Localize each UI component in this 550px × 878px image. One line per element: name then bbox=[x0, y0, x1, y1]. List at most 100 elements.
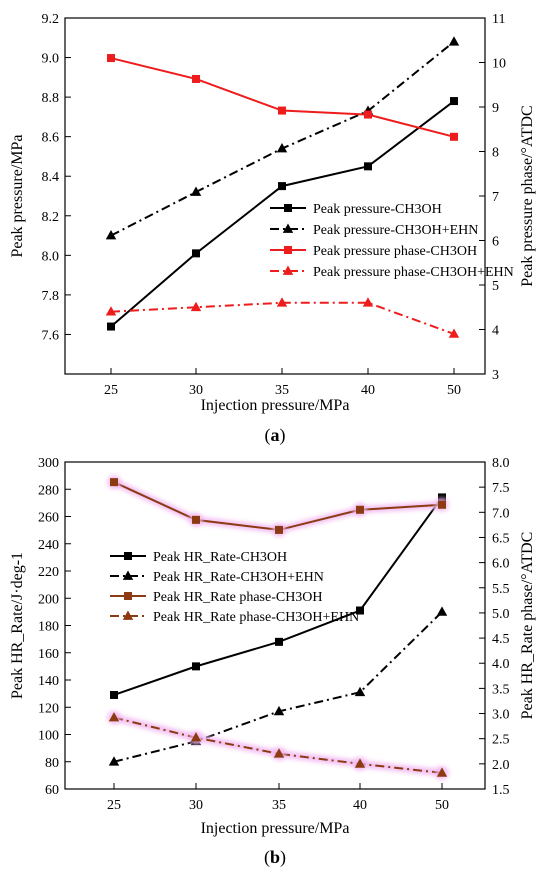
y-right-tick-label: 6.5 bbox=[492, 531, 510, 546]
legend-marker bbox=[124, 552, 132, 560]
data-point bbox=[278, 106, 286, 115]
y-right-axis-label: Peak pressure phase/°ATDC bbox=[519, 105, 536, 286]
data-point bbox=[105, 306, 117, 316]
y-right-tick-label: 4 bbox=[492, 324, 499, 339]
x-tick-label: 50 bbox=[435, 798, 449, 813]
x-tick-label: 40 bbox=[361, 383, 375, 398]
y-right-tick-label: 8 bbox=[492, 146, 499, 161]
legend-marker bbox=[122, 570, 134, 580]
data-point bbox=[448, 36, 460, 46]
data-point bbox=[436, 606, 448, 616]
y-tick-label: 140 bbox=[38, 674, 59, 689]
y-right-tick-label: 9 bbox=[492, 101, 499, 116]
y-axis-label: Peak HR_Rate/J·deg-1 bbox=[9, 552, 26, 699]
y-right-tick-label: 5.5 bbox=[492, 582, 510, 597]
y-tick-label: 8.0 bbox=[42, 249, 60, 264]
data-point bbox=[354, 686, 366, 697]
y-tick-label: 160 bbox=[38, 647, 59, 662]
x-tick-label: 50 bbox=[447, 383, 461, 398]
data-point bbox=[276, 297, 288, 307]
data-point bbox=[273, 705, 285, 716]
legend-marker bbox=[124, 592, 132, 600]
data-point bbox=[276, 143, 288, 153]
y-axis-label: Peak pressure/MPa bbox=[9, 134, 26, 257]
legend: Peak HR_Rate-CH3OH Peak HR_Rate-CH3OH+EHN… bbox=[110, 550, 359, 625]
data-point bbox=[354, 758, 366, 768]
legend-label: Peak HR_Rate-CH3OH+EHN bbox=[153, 570, 324, 585]
data-point bbox=[448, 328, 460, 338]
y-tick-label: 9.0 bbox=[42, 52, 60, 67]
chart-panel-b: 25 30 35 40 50 60 80 100 120 140 160 180 200 220 240 26… bbox=[9, 456, 536, 868]
panel-label-letter: a bbox=[271, 425, 280, 445]
y-right-tick-label: 2.0 bbox=[492, 758, 510, 773]
series-highlight bbox=[112, 478, 443, 534]
data-point bbox=[107, 322, 115, 331]
legend-marker bbox=[282, 223, 294, 233]
data-point bbox=[192, 515, 200, 524]
chart-panel-a: 25 30 35 40 50 7.6 7.8 8.0 8.2 8.4 8.6 8.8 9.0 9.2 3 4 5… bbox=[9, 12, 536, 446]
data-point bbox=[190, 186, 202, 196]
y-right-tick-label: 6 bbox=[492, 235, 499, 250]
series-3 bbox=[107, 475, 449, 537]
x-tick-label: 40 bbox=[353, 798, 367, 813]
y-tick-label: 260 bbox=[38, 511, 59, 526]
legend-label: Peak pressure-CH3OH+EHN bbox=[313, 223, 478, 238]
series-line bbox=[110, 57, 455, 138]
data-point bbox=[275, 637, 283, 646]
series-3 bbox=[107, 54, 458, 141]
data-point bbox=[278, 182, 286, 191]
y-right-tick-label: 5 bbox=[492, 279, 499, 294]
legend-label: Peak pressure phase-CH3OH+EHN bbox=[313, 265, 514, 280]
y-right-tick-label: 11 bbox=[492, 12, 505, 27]
y-tick-label: 8.6 bbox=[42, 131, 60, 146]
y-right-tick-label: 4.0 bbox=[492, 657, 510, 672]
y-tick-label: 240 bbox=[38, 538, 59, 553]
y-right-tick-label: 2.5 bbox=[492, 733, 510, 748]
x-axis-label: Injection pressure/MPa bbox=[201, 820, 350, 837]
data-point bbox=[107, 54, 115, 63]
x-axis-label: Injection pressure/MPa bbox=[201, 397, 350, 414]
y-right-axis-label: Peak HR_Rate phase/°ATDC bbox=[519, 532, 536, 720]
y-tick-label: 8.4 bbox=[42, 170, 60, 185]
data-point bbox=[450, 132, 458, 141]
x-tick-label: 30 bbox=[189, 798, 203, 813]
y-right-tick-label: 7 bbox=[492, 190, 499, 205]
y-tick-label: 180 bbox=[38, 620, 59, 635]
x-tick-label: 30 bbox=[189, 383, 203, 398]
series-4 bbox=[105, 297, 460, 338]
y-right-tick-label: 3.0 bbox=[492, 708, 510, 723]
series-2 bbox=[108, 606, 448, 766]
y-tick-label: 7.6 bbox=[42, 328, 60, 343]
y-right-tick-label: 10 bbox=[492, 57, 506, 72]
y-tick-label: 60 bbox=[45, 783, 59, 798]
x-tick-label: 25 bbox=[104, 383, 118, 398]
data-point bbox=[362, 297, 374, 307]
y-tick-label: 300 bbox=[38, 456, 59, 471]
x-tick-label: 25 bbox=[107, 798, 121, 813]
y-tick-label: 120 bbox=[38, 701, 59, 716]
panel-label-open: ( bbox=[264, 847, 270, 868]
series-line bbox=[110, 301, 455, 335]
panel-label-letter: b bbox=[270, 847, 280, 867]
series-1 bbox=[110, 493, 446, 699]
legend: Peak pressure-CH3OH Peak pressure-CH3OH+E… bbox=[270, 202, 514, 280]
panel-label-open: ( bbox=[265, 425, 271, 446]
y-right-tick-label: 4.5 bbox=[492, 632, 510, 647]
panel-label: (b) bbox=[264, 847, 286, 868]
data-point bbox=[108, 756, 120, 766]
y-right-tick-label: 3 bbox=[492, 368, 499, 383]
data-point bbox=[436, 767, 448, 777]
legend-marker bbox=[122, 610, 134, 620]
y-right-tick-label: 7.0 bbox=[492, 506, 510, 521]
series-line bbox=[113, 611, 443, 763]
legend-marker bbox=[284, 204, 292, 212]
series-1 bbox=[107, 97, 458, 331]
y-right-tick-label: 5.0 bbox=[492, 607, 510, 622]
legend-label: Peak pressure phase-CH3OH bbox=[313, 244, 477, 259]
y-tick-label: 100 bbox=[38, 729, 59, 744]
data-point bbox=[192, 249, 200, 258]
y-tick-label: 8.8 bbox=[42, 91, 60, 106]
legend-label: Peak HR_Rate-CH3OH bbox=[153, 550, 287, 565]
data-point bbox=[110, 690, 118, 699]
